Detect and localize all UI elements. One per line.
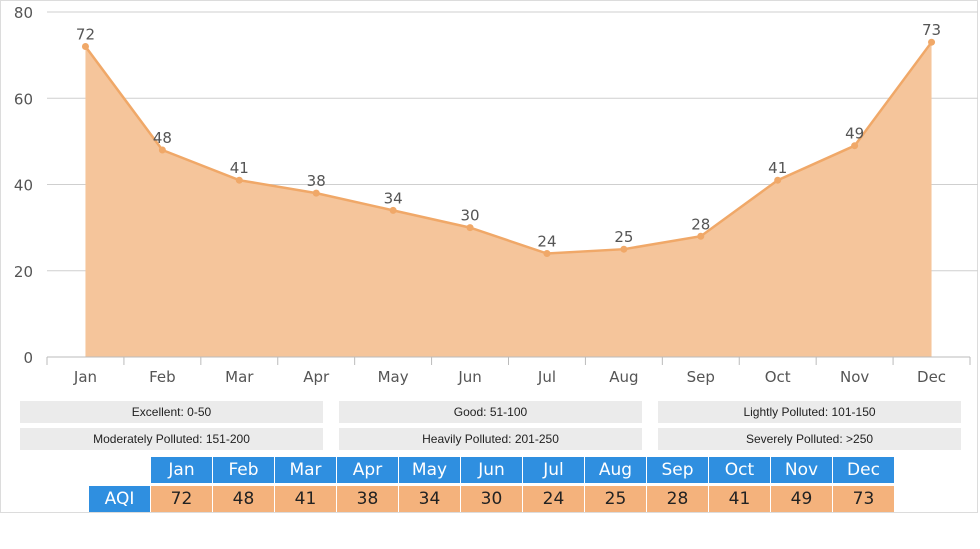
x-tick-label: Jul <box>537 368 556 386</box>
data-label: 38 <box>307 172 326 190</box>
table-cell: 72 <box>151 486 212 512</box>
x-tick-label: Aug <box>609 368 638 386</box>
data-label: 24 <box>537 233 556 251</box>
y-tick-label: 60 <box>14 90 33 108</box>
data-labels: 72 48 41 38 34 30 24 25 28 41 49 73 <box>76 21 941 250</box>
x-tick-label: May <box>378 368 409 386</box>
data-label: 73 <box>922 21 941 39</box>
data-point <box>774 176 782 184</box>
data-point <box>466 224 474 232</box>
table-cell: 34 <box>399 486 460 512</box>
data-point <box>389 206 397 214</box>
aqi-area-chart: 0 20 40 60 80 Jan Feb Mar Apr May Jun Jul Aug Sep Oct N… <box>14 4 978 386</box>
x-tick-label: Jun <box>457 368 481 386</box>
table-month-header: Mar <box>275 457 336 486</box>
data-label: 41 <box>230 159 249 177</box>
table-month-header: Nov <box>771 457 832 486</box>
axes: 0 20 40 60 80 Jan Feb Mar Apr May Jun Jul Aug Sep Oct N… <box>14 4 971 386</box>
data-label: 49 <box>845 125 864 143</box>
data-point <box>620 245 628 253</box>
data-label: 72 <box>76 26 95 44</box>
data-point <box>697 232 705 240</box>
x-tick-label: Dec <box>917 368 946 386</box>
legend-row: Moderately Polluted: 151-200 Heavily Pol… <box>20 428 961 450</box>
table-month-header: Jun <box>461 457 522 486</box>
data-point <box>928 38 936 46</box>
y-tick-label: 0 <box>23 349 33 367</box>
table-cell: 38 <box>337 486 398 512</box>
legend-moderately-polluted: Moderately Polluted: 151-200 <box>20 428 323 450</box>
table-cell: 28 <box>647 486 708 512</box>
table-month-header: Aug <box>585 457 646 486</box>
x-tick-label: Feb <box>149 368 176 386</box>
table-row: AQI 72 48 41 38 34 30 24 25 28 41 49 73 <box>89 486 894 512</box>
data-point <box>543 250 551 257</box>
legend-heavily-polluted: Heavily Polluted: 201-250 <box>339 428 642 450</box>
data-label: 30 <box>460 207 479 225</box>
table-cell: 30 <box>461 486 522 512</box>
table-cell: 49 <box>771 486 832 512</box>
table-cell: 73 <box>833 486 894 512</box>
legend-row: Excellent: 0-50 Good: 51-100 Lightly Pol… <box>20 401 961 423</box>
data-point <box>312 189 320 197</box>
data-label: 48 <box>153 129 172 147</box>
legend-lightly-polluted: Lightly Polluted: 101-150 <box>658 401 961 423</box>
data-point <box>81 43 89 50</box>
table-header-row: Jan Feb Mar Apr May Jun Jul Aug Sep Oct … <box>89 457 894 486</box>
table-month-header: Oct <box>709 457 770 486</box>
area-series <box>81 38 936 357</box>
table-month-header: Jul <box>523 457 584 486</box>
table-row-label: AQI <box>89 486 150 512</box>
table-month-header: Apr <box>337 457 398 486</box>
x-tick-label: Nov <box>840 368 869 386</box>
table-month-header: Sep <box>647 457 708 486</box>
x-tick-label: Apr <box>303 368 330 386</box>
table-month-header: Dec <box>833 457 894 486</box>
table-month-header: Jan <box>151 457 212 486</box>
data-label: 28 <box>691 215 710 233</box>
data-label: 25 <box>614 228 633 246</box>
legend-good: Good: 51-100 <box>339 401 642 423</box>
data-point <box>158 146 166 154</box>
table-corner <box>89 457 150 486</box>
area-fill <box>85 42 932 357</box>
x-tick-label: Mar <box>225 368 254 386</box>
y-tick-label: 40 <box>14 177 33 195</box>
table-cell: 25 <box>585 486 646 512</box>
table-cell: 48 <box>213 486 274 512</box>
x-tick-label: Sep <box>687 368 715 386</box>
y-tick-label: 80 <box>14 4 33 22</box>
legend-severely-polluted: Severely Polluted: >250 <box>658 428 961 450</box>
data-label: 34 <box>384 189 403 207</box>
table-cell: 41 <box>709 486 770 512</box>
data-label: 41 <box>768 159 787 177</box>
x-tick-label: Jan <box>73 368 97 386</box>
x-tick-label: Oct <box>765 368 791 386</box>
series-line <box>84 41 933 255</box>
y-tick-label: 20 <box>14 263 33 281</box>
data-point <box>235 176 243 184</box>
data-point <box>851 142 859 150</box>
aqi-table: Jan Feb Mar Apr May Jun Jul Aug Sep Oct … <box>88 457 895 512</box>
table-cell: 24 <box>523 486 584 512</box>
table-month-header: May <box>399 457 460 486</box>
table-month-header: Feb <box>213 457 274 486</box>
legend-excellent: Excellent: 0-50 <box>20 401 323 423</box>
table-cell: 41 <box>275 486 336 512</box>
